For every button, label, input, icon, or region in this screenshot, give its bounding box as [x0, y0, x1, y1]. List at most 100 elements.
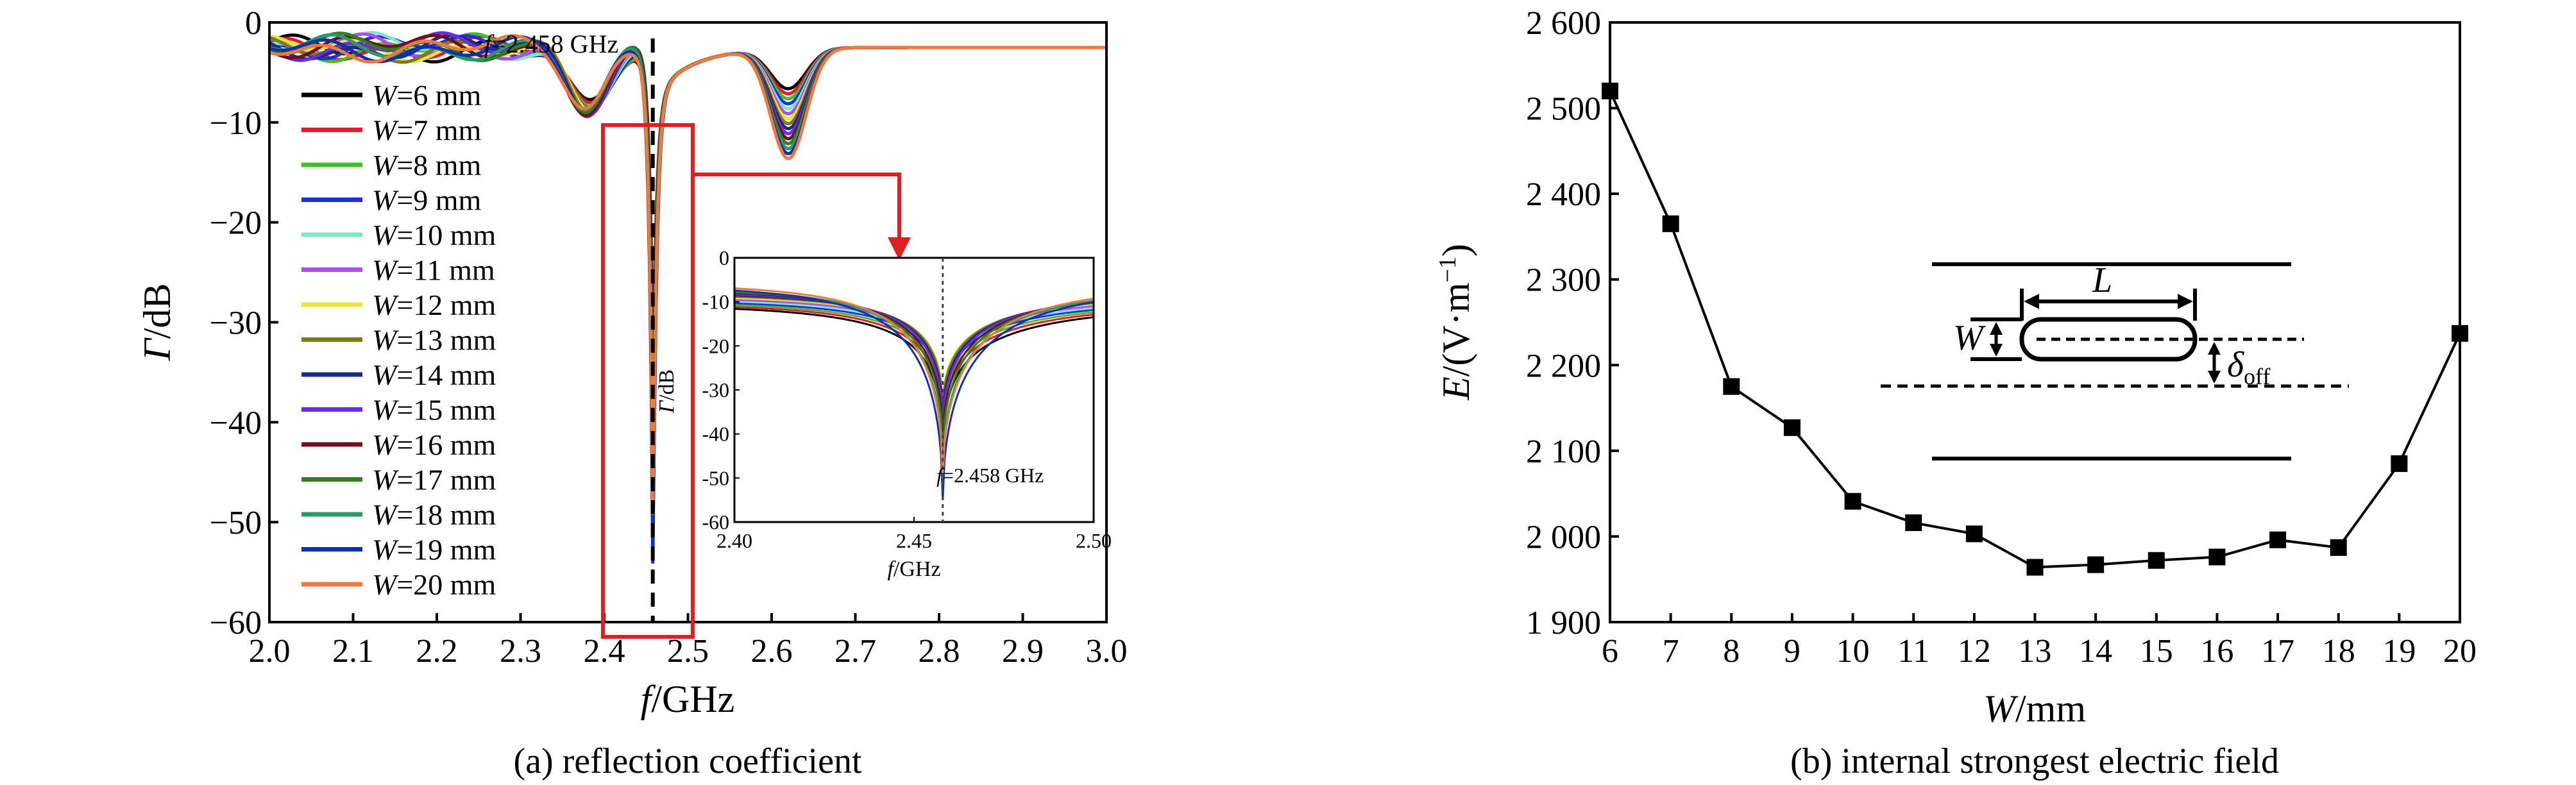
panel-a-x-axis-label: f/GHz — [641, 678, 735, 720]
panel-a-x-tick-label: 2.5 — [667, 633, 709, 670]
panel-a-x-tick-label: 2.0 — [249, 633, 291, 670]
panel-a-y-tick-label: −50 — [210, 505, 262, 541]
panel-b-y-tick-label: 2 200 — [1526, 348, 1601, 384]
panel-b-data-point — [1965, 525, 1983, 543]
panel-b-electric-field-chart: 6 7 8 9 10 11 12 13 14 15 16 17 18 19 20 1 900 2 000 2 1… — [1434, 5, 2477, 781]
panel-a-inset: 2.40 2.45 2.50 0 -10 -20 -30 -40 -50 -60 f/GHz Γ… — [655, 246, 1112, 581]
inset-x-axis-label: f/GHz — [887, 557, 940, 581]
panel-b-x-ticks: 6 7 8 9 10 11 12 13 14 15 16 17 18 19 20 — [1602, 613, 2477, 670]
legend-entry: W=16 mm — [372, 428, 496, 461]
panel-b-data-point — [2087, 556, 2105, 573]
panel-a-x-tick-label: 2.3 — [500, 633, 541, 670]
panel-b-x-tick-label: 20 — [2443, 633, 2477, 670]
panel-a-y-tick-label: −40 — [210, 405, 262, 441]
panel-b-x-tick-label: 12 — [1958, 633, 1991, 670]
panel-b-x-tick-label: 13 — [2019, 633, 2052, 670]
inset-series-line — [734, 306, 1094, 434]
panel-b-data-point — [1662, 215, 1679, 232]
panel-b-x-tick-label: 9 — [1784, 633, 1801, 670]
panel-a-legend: W=6 mmW=7 mmW=8 mmW=9 mmW=10 mmW=11 mmW=… — [301, 79, 496, 601]
diagram-W-label: W — [1953, 318, 1986, 358]
diagram-rounded-slot — [2019, 317, 2198, 362]
panel-b-data-point — [1783, 419, 1801, 436]
panel-b-data-point — [1602, 82, 1618, 99]
legend-entry: W=19 mm — [372, 534, 496, 566]
legend-entry: W=10 mm — [372, 219, 496, 251]
panel-b-data-point — [2148, 552, 2165, 569]
panel-a-x-tick-label: 3.0 — [1086, 633, 1128, 670]
legend-entry: W=13 mm — [372, 324, 496, 357]
panel-a-y-tick-label: −20 — [210, 205, 262, 242]
panel-b-data-point — [1723, 378, 1740, 395]
panel-b-data-point — [2208, 548, 2226, 566]
panel-b-x-tick-label: 17 — [2261, 633, 2294, 670]
inset-series-line — [734, 289, 1094, 500]
panel-a-y-tick-label: 0 — [245, 5, 262, 42]
panel-a-y-tick-label: −10 — [210, 105, 262, 142]
panel-b-y-tick-label: 2 000 — [1526, 519, 1601, 555]
inset-series-lines — [734, 287, 1094, 500]
inset-y-tick-label: -30 — [702, 378, 729, 401]
panel-a-x-tick-label: 2.2 — [416, 633, 458, 670]
inset-series-line — [734, 287, 1094, 478]
panel-b-x-tick-label: 11 — [1897, 633, 1929, 670]
diagram-L-label: L — [2092, 260, 2112, 300]
panel-b-data-point — [1844, 493, 1861, 510]
panel-b-data-point — [1905, 514, 1922, 532]
panel-b-y-ticks: 1 900 2 000 2 100 2 200 2 300 2 400 2 500 2 600 — [1526, 5, 1619, 641]
panel-a-zoom-box — [601, 123, 695, 639]
inset-x-tick-label: 2.50 — [1076, 529, 1112, 552]
diagram-delta-label: δoff — [2227, 345, 2270, 389]
legend-entry: W=9 mm — [372, 184, 482, 217]
panel-a-x-tick-label: 2.4 — [584, 633, 625, 670]
inset-y-tick-label: 0 — [719, 246, 729, 269]
inset-y-tick-label: -10 — [702, 291, 729, 314]
panel-b-y-tick-label: 2 400 — [1526, 176, 1601, 213]
panel-b-x-tick-label: 10 — [1836, 633, 1870, 670]
panel-b-x-tick-label: 6 — [1602, 633, 1618, 670]
panel-b-data-point — [2269, 531, 2287, 548]
inset-x-tick-label: 2.40 — [716, 529, 752, 552]
inset-x-ticks: 2.40 2.45 2.50 — [716, 517, 1112, 552]
legend-entry: W=8 mm — [372, 149, 482, 181]
panel-a-series-lines — [269, 31, 1106, 564]
panel-a-y-tick-label: −30 — [210, 305, 262, 342]
legend-entry: W=7 mm — [372, 114, 482, 147]
inset-y-tick-label: -20 — [702, 334, 729, 357]
legend-entry: W=14 mm — [372, 359, 496, 391]
legend-entry: W=17 mm — [372, 464, 496, 496]
panel-a-x-tick-label: 2.7 — [835, 633, 876, 670]
inset-series-line — [734, 308, 1094, 448]
panel-a-x-tick-label: 2.9 — [1002, 633, 1044, 670]
panel-a-y-ticks: 0 −10 −20 −30 −40 −50 −60 — [210, 5, 278, 641]
panel-a-reflection-chart: 2.0 2.1 2.2 2.3 2.4 2.5 2.6 2.7 2.8 2.9 3.0 0 −10 −2… — [136, 5, 1128, 781]
panel-b-x-tick-label: 18 — [2322, 633, 2355, 670]
panel-b-y-tick-label: 2 100 — [1526, 434, 1601, 470]
panel-b-geometry-diagram — [1881, 262, 2349, 460]
panel-b-x-tick-label: 7 — [1663, 633, 1679, 670]
panel-b-series-line — [1609, 90, 2461, 569]
panel-a-x-tick-label: 2.6 — [751, 633, 793, 670]
panel-a-y-tick-label: −60 — [210, 605, 262, 641]
inset-y-tick-label: -60 — [702, 511, 729, 534]
panel-b-data-point — [2391, 455, 2408, 472]
inset-resonance-annotation: f=2.458 GHz — [936, 464, 1044, 487]
legend-entry: W=18 mm — [372, 498, 496, 531]
panel-b-x-tick-label: 14 — [2079, 633, 2112, 670]
panel-b-y-tick-label: 2 500 — [1526, 91, 1601, 128]
legend-entry: W=15 mm — [372, 394, 496, 426]
panel-b-y-tick-label: 1 900 — [1526, 605, 1601, 641]
panel-b-x-tick-label: 19 — [2382, 633, 2416, 670]
panel-b-data-point — [2452, 325, 2468, 342]
panel-a-caption: (a) reflection coefficient — [513, 741, 862, 781]
panel-a-x-tick-label: 2.1 — [332, 633, 374, 670]
inset-y-ticks: 0 -10 -20 -30 -40 -50 -60 — [702, 246, 740, 534]
legend-entry: W=6 mm — [372, 79, 482, 112]
legend-entry: W=20 mm — [372, 568, 496, 601]
panel-b-series — [1602, 82, 2468, 576]
panel-b-data-point — [2026, 559, 2044, 576]
panel-a-zoom-arrow — [693, 173, 911, 260]
panel-b-y-axis-label: E/(V·m−1) — [1434, 244, 1477, 401]
legend-entry: W=12 mm — [372, 289, 496, 321]
